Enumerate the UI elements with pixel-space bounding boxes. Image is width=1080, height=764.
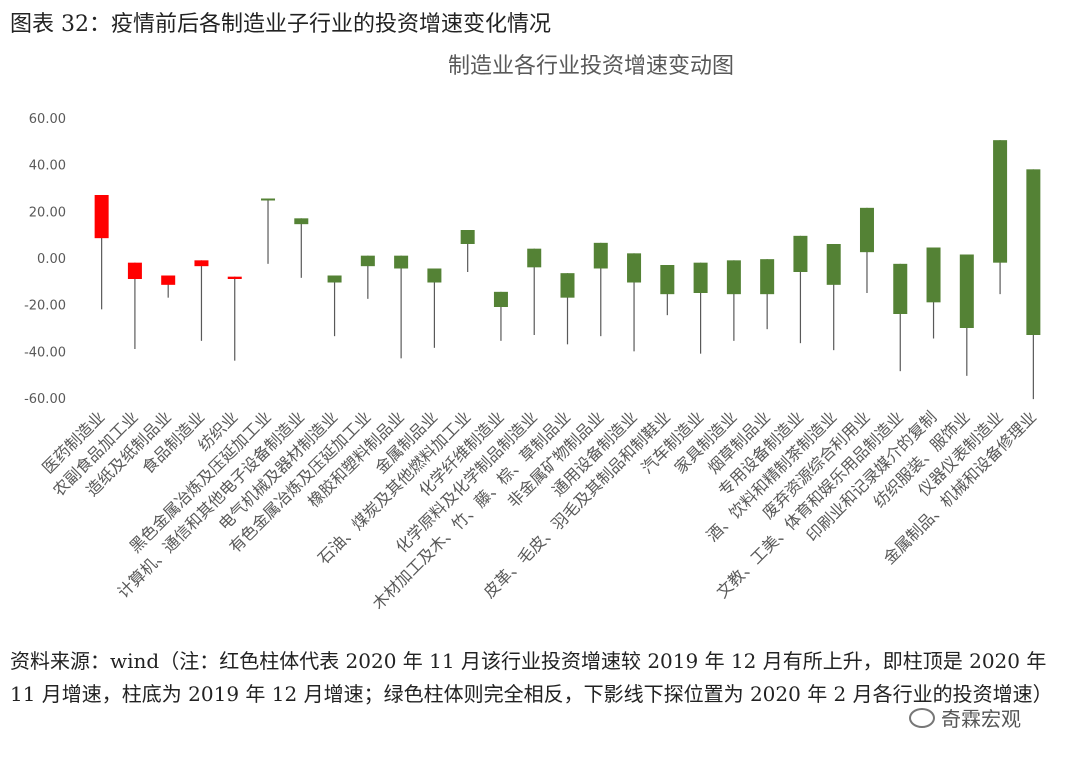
candle-body (527, 248, 542, 268)
candle-body (294, 218, 309, 225)
candle (227, 276, 242, 361)
candle (360, 255, 375, 299)
candle-body (793, 235, 808, 272)
y-tick-label: 0.00 (37, 252, 66, 267)
candle (94, 195, 109, 310)
candle (593, 242, 608, 337)
candle-body (94, 195, 109, 239)
page-title: 图表 32：疫情前后各制造业子行业的投资增速变化情况 (10, 12, 551, 37)
candle (993, 140, 1008, 295)
candle (394, 255, 409, 359)
candle-body (627, 253, 642, 283)
chart-title: 制造业各行业投资增速变动图 (448, 54, 734, 79)
candle (460, 230, 475, 272)
candle-body (227, 276, 242, 279)
y-tick-label: 40.00 (29, 159, 66, 174)
candle-body (893, 263, 908, 314)
candle (826, 244, 841, 351)
wechat-icon (909, 708, 935, 728)
candle (893, 263, 908, 372)
candle (959, 254, 974, 376)
candle (527, 248, 542, 335)
candle (660, 265, 675, 316)
candle-body (161, 275, 176, 285)
candle (493, 291, 508, 341)
candle-body (993, 140, 1008, 263)
candle-body (427, 268, 442, 283)
candle (127, 262, 142, 349)
y-tick-label: -60.00 (24, 392, 66, 407)
candle-body (360, 255, 375, 267)
candle (726, 260, 741, 341)
candle (560, 273, 575, 345)
candle-body (693, 262, 708, 293)
y-tick-label: 20.00 (29, 205, 66, 220)
candle-body (926, 247, 941, 303)
candle-body (493, 291, 508, 307)
candle (859, 207, 874, 293)
candle-body (593, 242, 608, 269)
candle-body (859, 207, 874, 253)
candle-body (826, 244, 841, 285)
y-tick-label: 60.00 (29, 112, 66, 127)
candle-body (726, 260, 741, 295)
y-axis: 60.00 40.00 20.00 0.00 -20.00 -40.00 -60.00 (24, 112, 66, 407)
y-tick-label: -20.00 (24, 299, 66, 314)
candle (627, 253, 642, 352)
y-tick-label: -40.00 (24, 345, 66, 360)
candle (793, 235, 808, 344)
candle-body (194, 260, 209, 267)
candlestick-chart: 制造业各行业投资增速变动图 60.00 40.00 20.00 0.00 -20.00 -… (24, 54, 1041, 613)
candle (194, 260, 209, 341)
candle (427, 268, 442, 348)
candle-body (760, 259, 775, 295)
candle (926, 247, 941, 339)
watermark-text: 奇霖宏观 (941, 707, 1021, 731)
candle-body (327, 275, 342, 283)
candle-body (127, 262, 142, 279)
candles (94, 140, 1041, 400)
candle-body (460, 230, 475, 244)
candle-body (959, 254, 974, 328)
candle-body (560, 273, 575, 298)
candle (1026, 169, 1041, 400)
watermark: 奇霖宏观 (905, 703, 1025, 732)
candle (693, 262, 708, 354)
candle (760, 259, 775, 330)
candle-body (660, 265, 675, 295)
candle (294, 218, 309, 278)
source-note: 资料来源：wind（注：红色柱体代表 2020 年 11 月该行业投资增速较 2… (10, 649, 1053, 706)
candle-body (1026, 169, 1041, 335)
candle-body (394, 255, 409, 269)
candle-body (261, 198, 276, 201)
candle (327, 275, 342, 337)
candle (261, 198, 276, 264)
x-axis-labels: 医药制造业农副食品加工业造纸及纸制品业食品制造业纺织业黑色金属冶炼及压延加工业计… (38, 407, 1040, 613)
candle (161, 275, 176, 298)
